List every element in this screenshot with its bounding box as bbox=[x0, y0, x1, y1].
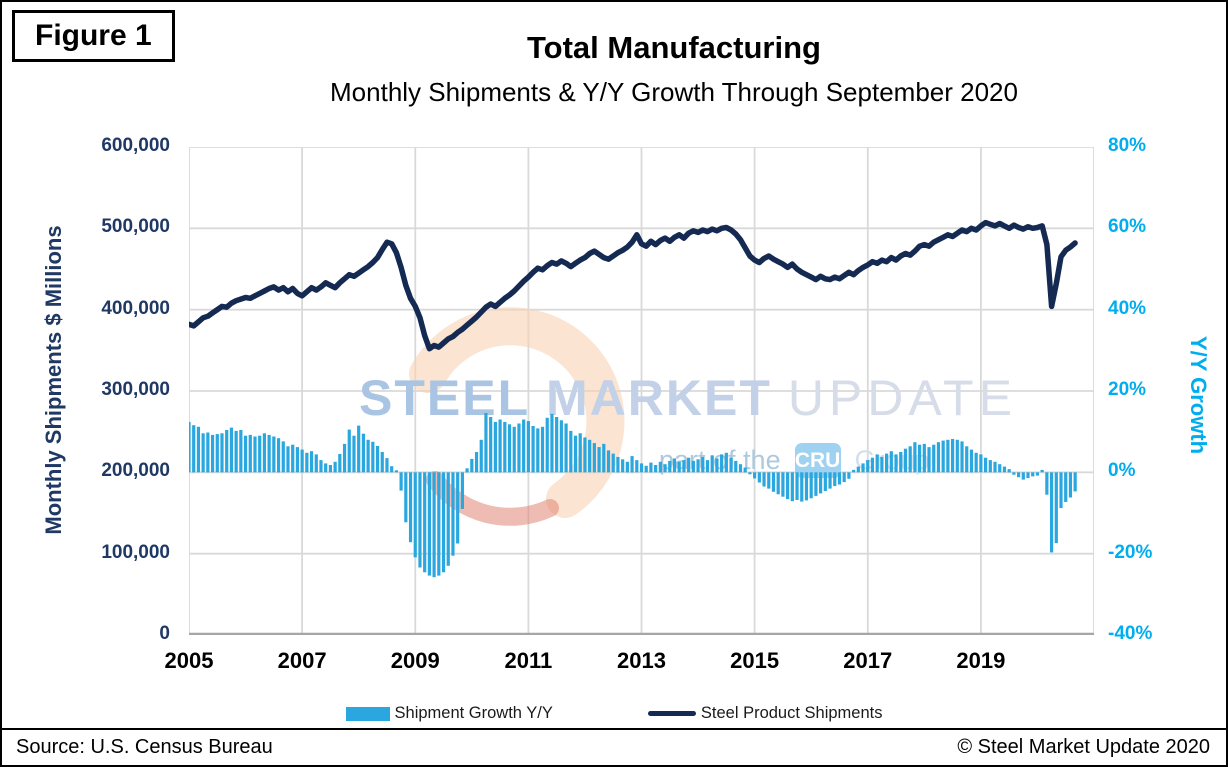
legend-item-steel-product-shipments: Steel Product Shipments bbox=[647, 704, 883, 723]
right-axis-tick-label: 0% bbox=[1108, 460, 1136, 482]
legend-label: Steel Product Shipments bbox=[700, 704, 883, 722]
chart-subtitle: Monthly Shipments & Y/Y Growth Through S… bbox=[330, 77, 1018, 107]
footer-divider bbox=[2, 728, 1226, 730]
left-axis-tick-label: 600,000 bbox=[101, 135, 170, 156]
left-axis-tick-label: 0 bbox=[159, 623, 170, 644]
legend: Shipment Growth Y/Y Steel Product Shipme… bbox=[2, 704, 1226, 723]
legend-line-swatch-icon bbox=[647, 711, 696, 716]
legend-label: Shipment Growth Y/Y bbox=[394, 704, 553, 722]
legend-bar-swatch-icon bbox=[345, 706, 390, 721]
x-axis-tick-label: 2019 bbox=[956, 648, 1006, 673]
left-axis-tick-label: 400,000 bbox=[101, 297, 170, 319]
legend-item-shipment-growth: Shipment Growth Y/Y bbox=[345, 704, 553, 723]
x-axis-tick-label: 2009 bbox=[390, 648, 440, 673]
left-axis-tick-label: 500,000 bbox=[101, 216, 170, 238]
figure-label: Figure 1 bbox=[12, 10, 175, 62]
copyright-note: © Steel Market Update 2020 bbox=[957, 736, 1210, 758]
left-axis-tick-label: 200,000 bbox=[101, 460, 170, 482]
left-axis-tick-label: 100,000 bbox=[101, 541, 170, 563]
right-axis-tick-label: 20% bbox=[1108, 379, 1147, 400]
x-axis-tick-label: 2005 bbox=[164, 648, 214, 673]
right-axis-tick-label: 60% bbox=[1108, 216, 1147, 238]
x-axis-tick-label: 2015 bbox=[730, 648, 780, 673]
plot-series bbox=[189, 219, 1094, 635]
source-note: Source: U.S. Census Bureau bbox=[16, 736, 273, 758]
x-axis-tick-label: 2007 bbox=[277, 648, 327, 673]
right-axis-tick-label: 80% bbox=[1108, 135, 1147, 156]
right-axis-tick-label: -20% bbox=[1108, 541, 1153, 563]
chart-title: Total Manufacturing bbox=[527, 30, 821, 65]
x-axis-tick-label: 2011 bbox=[504, 648, 553, 673]
left-axis-tick-label: 300,000 bbox=[101, 379, 170, 400]
right-axis-tick-label: 40% bbox=[1108, 297, 1147, 319]
x-axis-tick-label: 2017 bbox=[843, 648, 893, 673]
x-axis-tick-label: 2013 bbox=[617, 648, 666, 673]
right-axis-tick-label: -40% bbox=[1108, 623, 1153, 644]
